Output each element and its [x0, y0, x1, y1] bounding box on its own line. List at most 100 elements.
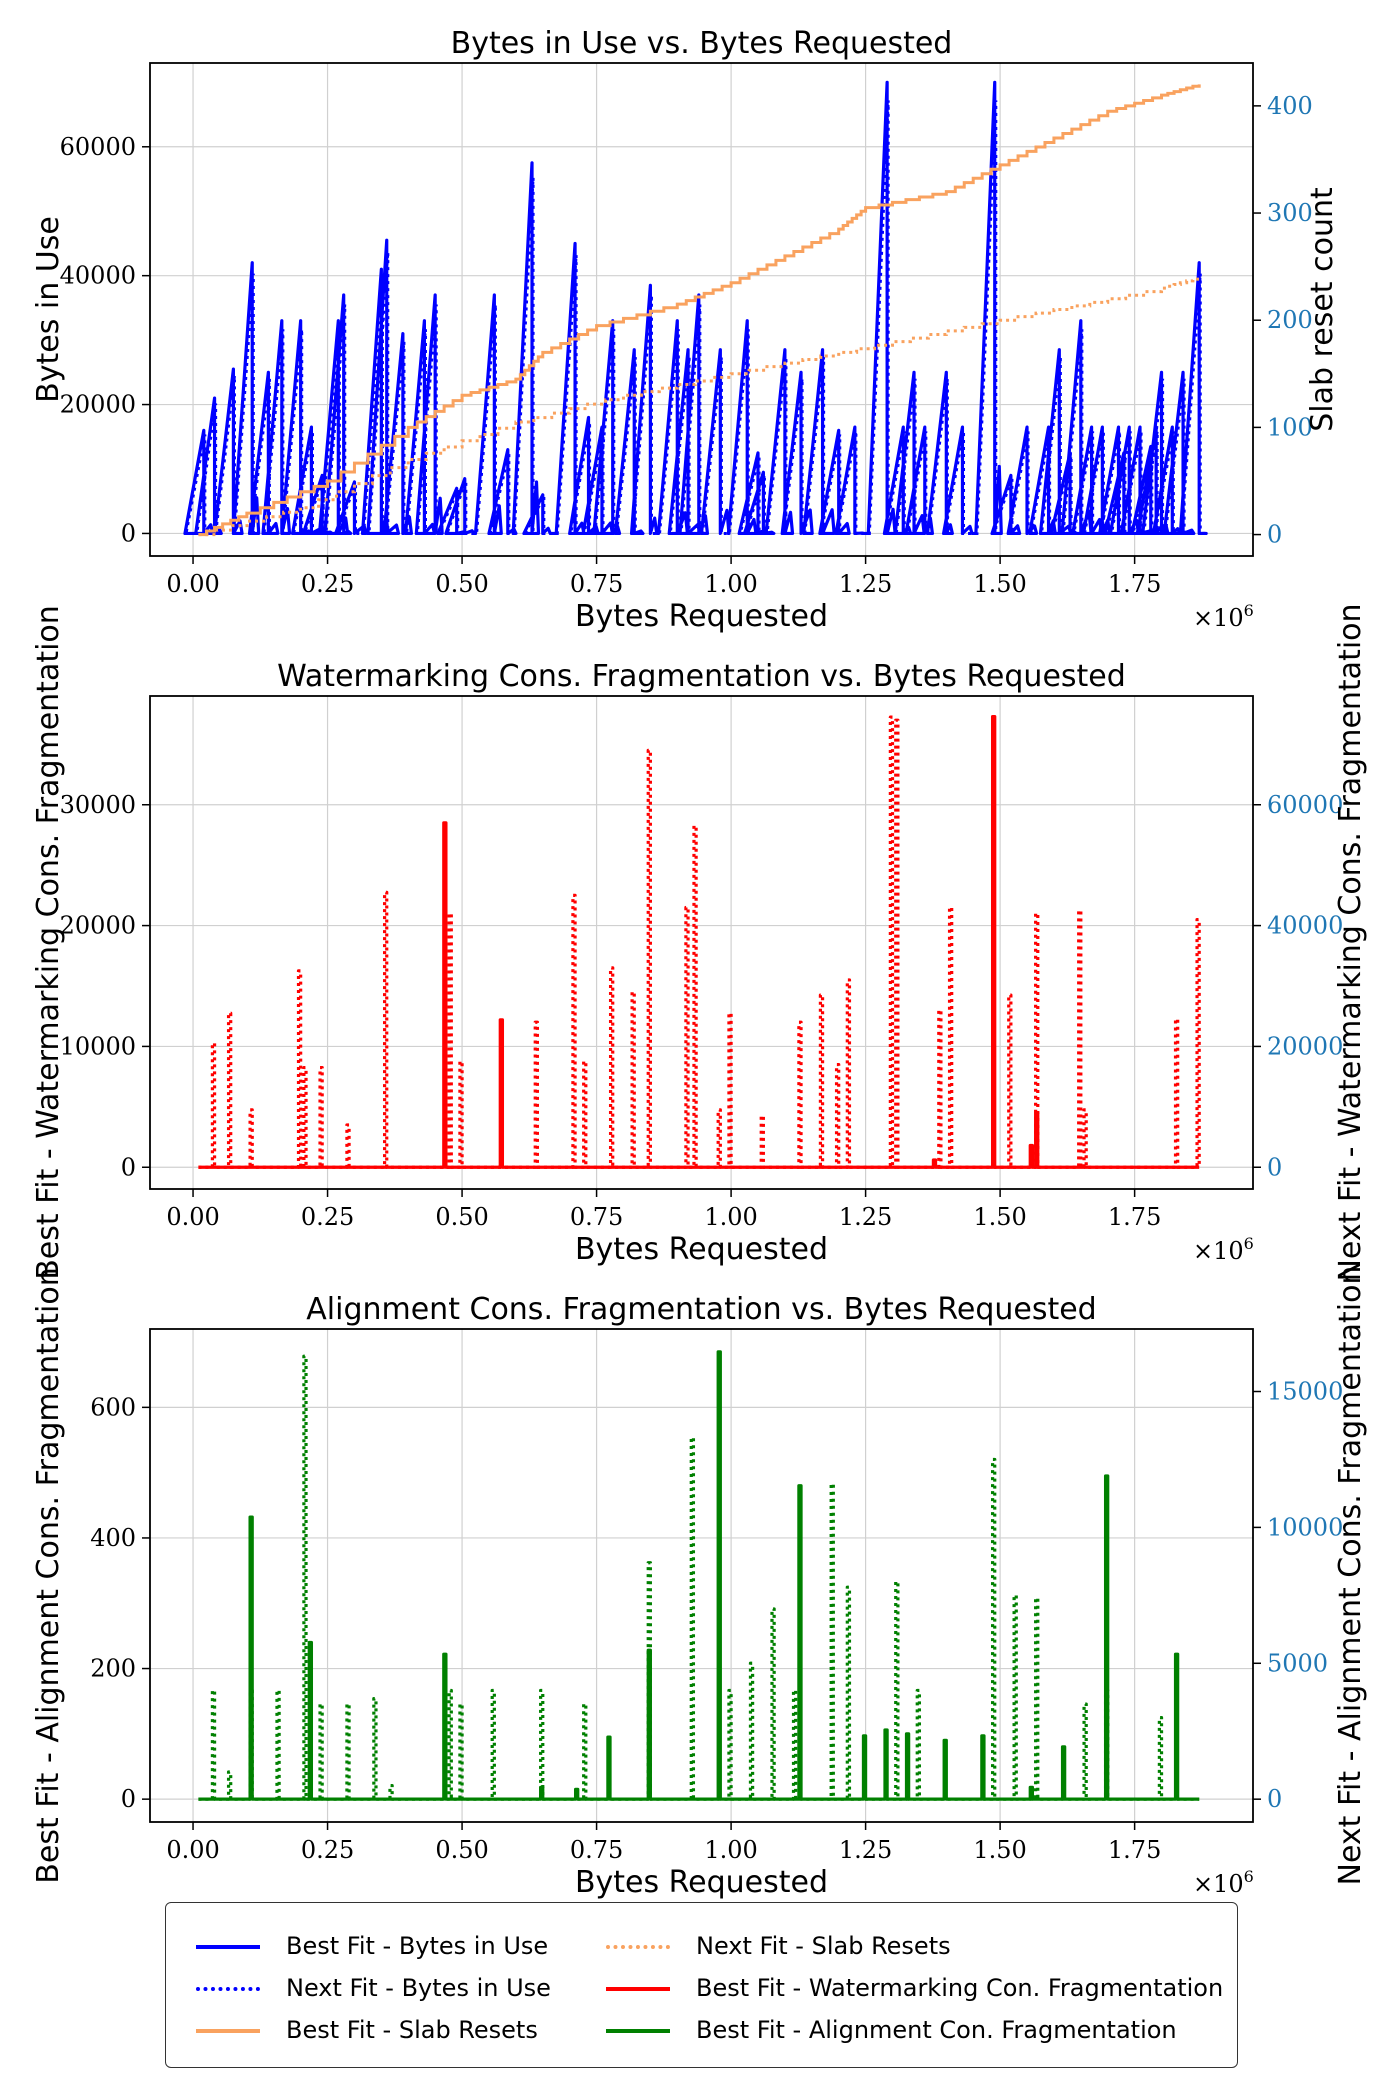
- legend-label: Next Fit - Slab Resets: [696, 1932, 951, 1960]
- plot-area: [198, 1350, 1200, 1801]
- x-scale-exponent: 6: [1244, 1867, 1254, 1886]
- y-tick-label: 600: [90, 1393, 136, 1421]
- x-tick-label: 1.00: [704, 1203, 757, 1231]
- legend-label: Best Fit - Watermarking Con. Fragmentati…: [696, 1974, 1224, 2002]
- x-scale-factor: ×106: [1193, 1234, 1254, 1265]
- x-tick-label: 1.50: [973, 1836, 1026, 1864]
- y-axis-label: Bytes in Use: [31, 216, 66, 403]
- y-axis-label: Best Fit - Watermarking Cons. Fragmentat…: [31, 605, 66, 1280]
- x-tick-label: 0.25: [301, 1203, 354, 1231]
- series-line-2: [184, 100, 1202, 535]
- legend-label: Best Fit - Alignment Con. Fragmentation: [696, 2016, 1177, 2044]
- series-line-3: [198, 84, 1201, 537]
- y2-tick-label: 60000: [1267, 791, 1343, 819]
- x-tick-label: 1.25: [839, 570, 892, 598]
- x-tick-label: 0.25: [301, 1836, 354, 1864]
- y-tick-label: 0: [121, 1785, 136, 1813]
- y-tick-label: 400: [90, 1524, 136, 1552]
- y-tick-label: 20000: [60, 912, 136, 940]
- x-tick-label: 0.00: [166, 1836, 219, 1864]
- y-tick-label: 20000: [60, 391, 136, 419]
- y-tick-label: 0: [121, 1153, 136, 1181]
- x-tick-label: 1.50: [973, 1203, 1026, 1231]
- x-tick-label: 1.75: [1108, 1203, 1161, 1231]
- y2-tick-label: 200: [1267, 306, 1313, 334]
- series-line-1: [198, 714, 1200, 1169]
- legend-swatch: [606, 2029, 670, 2033]
- legend-label: Best Fit - Bytes in Use: [286, 1932, 549, 1960]
- series-line-1: [183, 80, 1208, 536]
- x-tick-label: 0.75: [570, 570, 623, 598]
- chart-panel-3: 0.00 0.25 0.50 0.75 1.00 1.25 1.50 1.75 0 200 400 6…: [31, 1266, 1368, 1900]
- plot-frame: [149, 695, 1254, 1190]
- plot-frame: [149, 1328, 1254, 1823]
- chart-title: Alignment Cons. Fragmentation vs. Bytes …: [306, 1292, 1096, 1327]
- y2-tick-label: 15000: [1267, 1378, 1343, 1406]
- x-tick-label: 0.00: [166, 570, 219, 598]
- y-axis-label: Best Fit - Alignment Cons. Fragmentation: [31, 1267, 66, 1883]
- chart-panel-1: 0.00 0.25 0.50 0.75 1.00 1.25 1.50 1.75 0 20000 40…: [31, 26, 1340, 634]
- y-tick-label: 40000: [60, 262, 136, 290]
- y2-tick-label: 100: [1267, 413, 1313, 441]
- y2-tick-label: 0: [1267, 1785, 1282, 1813]
- x-tick-label: 0.50: [435, 1203, 488, 1231]
- legend-label: Next Fit - Bytes in Use: [286, 1974, 551, 2002]
- x-tick-label: 1.00: [704, 1836, 757, 1864]
- x-tick-label: 1.75: [1108, 570, 1161, 598]
- x-tick-label: 1.50: [973, 570, 1026, 598]
- series-line-2: [198, 715, 1201, 1169]
- x-scale-factor: ×106: [1193, 601, 1254, 632]
- x-tick-label: 0.75: [570, 1836, 623, 1864]
- plot-frame: [149, 62, 1254, 557]
- series-line-4: [198, 277, 1201, 537]
- x-axis-label: Bytes Requested: [575, 1865, 828, 1900]
- y-tick-label: 60000: [60, 133, 136, 161]
- legend-swatch: [606, 1987, 670, 1991]
- x-axis-label: Bytes Requested: [575, 599, 828, 634]
- x-scale-factor: ×106: [1193, 1867, 1254, 1898]
- legend: Best Fit - Bytes in Use Next Fit - Bytes…: [165, 1902, 1238, 2068]
- legend-swatch: [196, 2029, 260, 2033]
- y2-tick-label: 20000: [1267, 1032, 1343, 1060]
- y-tick-label: 0: [121, 519, 136, 547]
- x-scale-exponent: 6: [1244, 601, 1254, 620]
- x-tick-label: 0.50: [435, 1836, 488, 1864]
- y2-tick-label: 5000: [1267, 1649, 1328, 1677]
- y-tick-label: 200: [90, 1655, 136, 1683]
- x-tick-label: 1.25: [839, 1836, 892, 1864]
- series-line-1: [198, 1350, 1200, 1801]
- x-axis-label: Bytes Requested: [575, 1232, 828, 1267]
- y2-tick-label: 300: [1267, 199, 1313, 227]
- y2-tick-label: 40000: [1267, 912, 1343, 940]
- x-tick-label: 0.50: [435, 570, 488, 598]
- legend-swatch: [606, 1945, 670, 1949]
- y2-tick-label: 0: [1267, 521, 1282, 549]
- x-scale-base: ×10: [1193, 1237, 1244, 1265]
- y2-axis-label: Next Fit - Watermarking Cons. Fragmentat…: [1333, 603, 1368, 1281]
- series-line-2: [198, 1354, 1200, 1801]
- legend-swatch: [196, 1945, 260, 1949]
- legend-swatch: [196, 1987, 260, 1991]
- y2-axis-label: Slab reset count: [1305, 187, 1340, 432]
- x-tick-label: 0.25: [301, 570, 354, 598]
- chart-title: Watermarking Cons. Fragmentation vs. Byt…: [277, 659, 1126, 694]
- chart-panel-2: 0.00 0.25 0.50 0.75 1.00 1.25 1.50 1.75 0 10000 20…: [31, 603, 1368, 1281]
- x-scale-base: ×10: [1193, 1870, 1244, 1898]
- x-scale-base: ×10: [1193, 604, 1244, 632]
- y2-tick-label: 400: [1267, 92, 1313, 120]
- plot-area: [198, 714, 1201, 1169]
- plot-area: [183, 80, 1208, 537]
- x-tick-label: 1.25: [839, 1203, 892, 1231]
- x-tick-label: 0.75: [570, 1203, 623, 1231]
- y-tick-label: 30000: [60, 791, 136, 819]
- chart-title: Bytes in Use vs. Bytes Requested: [451, 26, 953, 61]
- y2-tick-label: 10000: [1267, 1513, 1343, 1541]
- x-tick-label: 1.00: [704, 570, 757, 598]
- y2-tick-label: 0: [1267, 1153, 1282, 1181]
- legend-label: Best Fit - Slab Resets: [286, 2016, 538, 2044]
- y2-axis-label: Next Fit - Alignment Cons. Fragmentation: [1333, 1266, 1368, 1886]
- y-tick-label: 10000: [60, 1032, 136, 1060]
- x-tick-label: 1.75: [1108, 1836, 1161, 1864]
- x-scale-exponent: 6: [1244, 1234, 1254, 1253]
